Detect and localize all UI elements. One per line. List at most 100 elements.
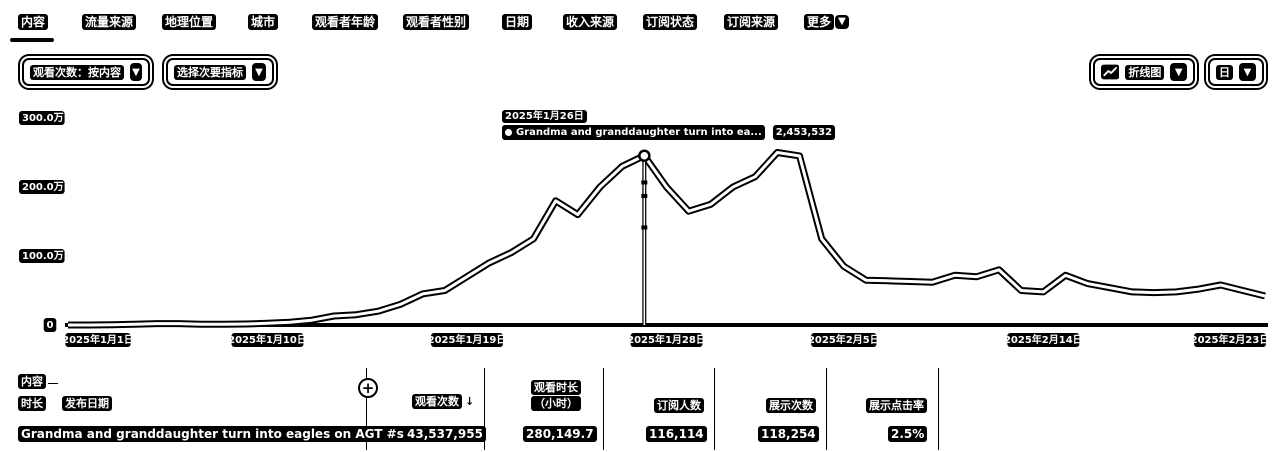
chevron-down-icon: ▼ <box>130 63 142 81</box>
hover-line-marker <box>641 193 648 198</box>
tab-label: 更多 <box>804 14 835 30</box>
hover-line-marker <box>641 225 648 230</box>
header-impressions-label: 展示次数 <box>766 398 816 413</box>
header-duration-label: 时长 <box>18 396 46 411</box>
column-divider <box>603 368 604 450</box>
x-tick-label-text: 2025年1月1日 <box>62 333 134 346</box>
tab-subscription-status[interactable]: 订阅状态 <box>643 11 698 30</box>
metric-dropdown[interactable]: 观看次数：按内容 ▼ <box>22 58 150 86</box>
header-publish-date[interactable]: 发布日期 <box>62 392 112 411</box>
tab-content[interactable]: 内容 <box>18 11 49 30</box>
row-ctr-value: 2.5% <box>888 426 928 442</box>
y-tick-label: 200.0万 <box>19 180 65 194</box>
tab-label: 流量来源 <box>82 14 137 30</box>
analytics-tabs: 内容 流量来源 地理位置 城市 观看者年龄 观看者性别 日期 收入来源 订阅状态… <box>0 8 1280 42</box>
header-content-label: 内容 <box>18 374 46 389</box>
header-ctr[interactable]: 展示点击率 <box>866 394 927 413</box>
views-line-chart: 300.0万 200.0万 100.0万 0 2025年1月1日 2025年1月10日 2… <box>19 111 1270 347</box>
line-chart-icon <box>1101 64 1120 80</box>
x-tick-label-text: 2025年1月19日 <box>428 333 507 346</box>
header-content[interactable]: 内容 <box>18 370 46 389</box>
tab-label: 城市 <box>248 14 279 30</box>
x-tick-label-bg <box>630 333 703 347</box>
tooltip-date-text: 2025年1月26日 <box>502 110 587 123</box>
tab-label: 日期 <box>502 14 533 30</box>
row-subscribers-value: 116,114 <box>646 426 707 442</box>
x-tick-label-text: 2025年2月14日 <box>1004 333 1083 346</box>
header-subscribers-label: 订阅人数 <box>654 398 704 413</box>
tab-city[interactable]: 城市 <box>248 11 279 30</box>
tooltip-date: 2025年1月26日 <box>502 104 587 123</box>
header-publish-date-label: 发布日期 <box>62 396 112 411</box>
column-divider <box>484 368 485 450</box>
tab-label: 收入来源 <box>563 14 618 30</box>
chevron-down-icon: ▼ <box>1239 63 1256 81</box>
x-tick-label-bg <box>65 333 131 347</box>
y-tick-label: 100.0万 <box>19 249 65 263</box>
header-divider <box>48 383 58 384</box>
tab-viewer-age[interactable]: 观看者年龄 <box>312 11 379 30</box>
series-line <box>68 149 1266 329</box>
tab-date[interactable]: 日期 <box>502 11 533 30</box>
row-views-value: 43,537,955 <box>404 426 486 442</box>
x-tick-label: 2025年1月1日 <box>62 333 134 347</box>
header-watch-time[interactable]: 观看时长（小时） <box>522 378 590 411</box>
tab-revenue-source[interactable]: 收入来源 <box>563 11 618 30</box>
x-tick-label: 2025年2月5日 <box>808 333 880 347</box>
x-tick-label-text: 2025年2月23日 <box>1191 333 1270 346</box>
tooltip-value: 2,453,532 <box>772 125 836 140</box>
add-column-button[interactable]: + <box>358 378 378 398</box>
header-views[interactable]: 观看次数 ↓ <box>412 394 474 409</box>
row-impressions: 118,254 <box>758 423 819 442</box>
tab-traffic-source[interactable]: 流量来源 <box>82 11 137 30</box>
tooltip-series-row: Grandma and granddaughter turn into ea..… <box>502 125 836 140</box>
tooltip-series-name: Grandma and granddaughter turn into ea..… <box>516 127 762 138</box>
tab-label: 观看者性别 <box>403 14 470 30</box>
y-tick-label-text: 200.0万 <box>22 181 64 193</box>
active-tab-indicator <box>10 38 54 42</box>
header-duration[interactable]: 时长 <box>18 392 46 411</box>
tab-more[interactable]: 更多 ▼ <box>804 11 850 30</box>
granularity-label: 日 <box>1216 64 1233 80</box>
plus-icon: + <box>361 379 375 397</box>
secondary-metric-dropdown[interactable]: 选择次要指标 ▼ <box>166 58 274 86</box>
row-watch-time-value: 280,149.7 <box>523 426 597 442</box>
y-tick-label-text: 300.0万 <box>22 112 64 124</box>
chevron-down-icon: ▼ <box>252 63 266 81</box>
tab-label: 订阅状态 <box>643 14 698 30</box>
series-line-inner <box>68 151 1266 327</box>
metric-dropdown-label: 观看次数：按内容 <box>30 64 124 80</box>
hover-line-marker <box>641 180 648 185</box>
row-video-title[interactable]: Grandma and granddaughter turn into eagl… <box>18 426 430 442</box>
table-row[interactable]: Grandma and granddaughter turn into eagl… <box>18 423 430 442</box>
x-tick-label-text: 2025年2月5日 <box>808 333 880 346</box>
hover-point <box>638 149 651 162</box>
row-views: 43,537,955 <box>404 423 486 442</box>
header-subscribers[interactable]: 订阅人数 <box>654 394 704 413</box>
granularity-dropdown[interactable]: 日 ▼ <box>1208 58 1264 86</box>
row-impressions-value: 118,254 <box>758 426 819 442</box>
chevron-down-icon: ▼ <box>835 14 850 29</box>
x-tick-label-bg <box>1007 333 1080 347</box>
x-tick-label: 2025年1月19日 <box>428 333 507 347</box>
x-tick-label-bg <box>231 333 304 347</box>
x-tick-label-bg <box>1194 333 1266 347</box>
tab-subscription-source[interactable]: 订阅来源 <box>724 11 779 30</box>
x-tick-label: 2025年1月10日 <box>228 333 307 347</box>
header-impressions[interactable]: 展示次数 <box>766 394 816 413</box>
tab-geography[interactable]: 地理位置 <box>162 11 217 30</box>
row-subscribers: 116,114 <box>646 423 707 442</box>
x-tick-label: 2025年1月28日 <box>627 333 706 347</box>
row-watch-time: 280,149.7 <box>523 423 597 442</box>
tab-viewer-gender[interactable]: 观看者性别 <box>403 11 470 30</box>
sort-down-arrow-icon: ↓ <box>465 395 475 408</box>
x-tick-label-bg <box>431 333 503 347</box>
y-tick-label: 300.0万 <box>19 111 65 125</box>
tooltip-series: Grandma and granddaughter turn into ea..… <box>502 125 765 140</box>
column-divider <box>714 368 715 450</box>
chart-type-label: 折线图 <box>1125 64 1165 80</box>
y-tick-label-text: 0 <box>47 320 54 331</box>
chart-type-dropdown[interactable]: 折线图 ▼ <box>1093 58 1195 86</box>
column-divider <box>366 368 367 450</box>
column-divider <box>826 368 827 450</box>
